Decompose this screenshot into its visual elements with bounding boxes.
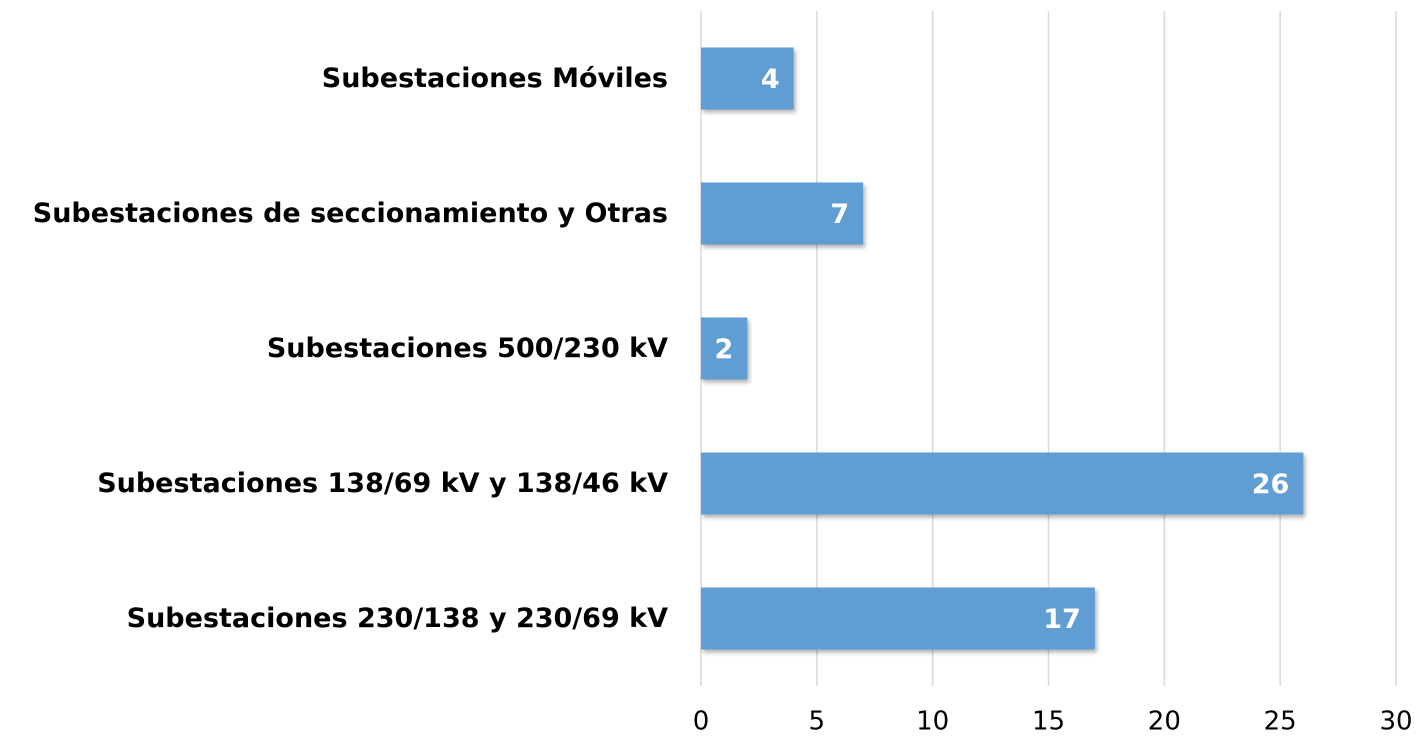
- x-tick-label: 25: [1264, 707, 1297, 737]
- category-label-box: Subestaciones 500/230 kV: [0, 299, 668, 399]
- y-tick-label: Subestaciones Móviles: [321, 62, 668, 94]
- value-label: 2: [715, 334, 734, 365]
- value-label: 17: [1043, 604, 1081, 635]
- x-tick-label: 20: [1148, 707, 1181, 737]
- x-tick-label: 30: [1379, 707, 1412, 737]
- bar: [701, 47, 794, 110]
- bar: [701, 317, 748, 380]
- category-label-box: Subestaciones 230/138 y 230/69 kV: [0, 569, 668, 669]
- y-tick-label: Subestaciones 230/138 y 230/69 kV: [126, 602, 668, 634]
- y-tick-label: Subestaciones de seccionamiento y Otras: [32, 197, 668, 229]
- x-tick-label: 10: [916, 707, 949, 737]
- bar: [701, 182, 864, 245]
- x-tick-label: 0: [693, 707, 710, 737]
- category-label-box: Subestaciones Móviles: [0, 29, 668, 129]
- category-label-box: Subestaciones de seccionamiento y Otras: [0, 164, 668, 264]
- y-tick-label: Subestaciones 138/69 kV y 138/46 kV: [97, 467, 668, 499]
- y-tick-label: Subestaciones 500/230 kV: [266, 332, 668, 364]
- category-label-box: Subestaciones 138/69 kV y 138/46 kV: [0, 434, 668, 534]
- bar: [701, 452, 1304, 515]
- bar: [701, 587, 1095, 650]
- value-label: 26: [1252, 469, 1290, 500]
- x-tick-label: 15: [1032, 707, 1065, 737]
- value-label: 4: [761, 64, 780, 95]
- x-tick-label: 5: [809, 707, 826, 737]
- value-label: 7: [830, 199, 849, 230]
